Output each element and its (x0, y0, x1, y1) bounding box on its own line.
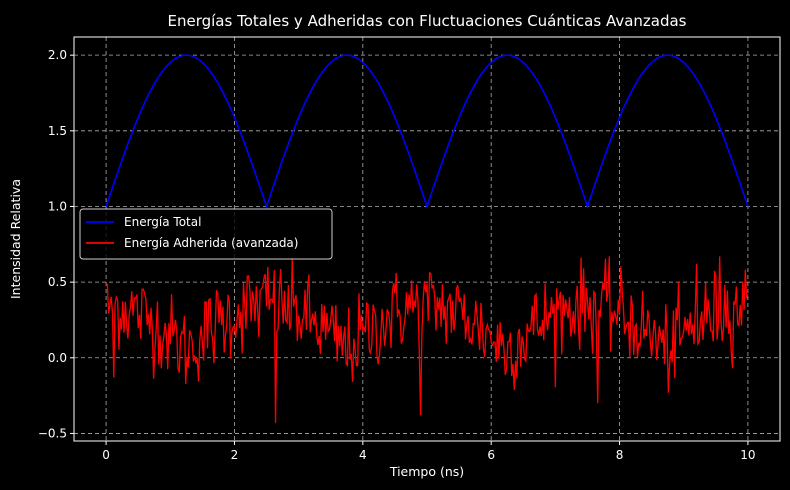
x-tick-label: 4 (359, 448, 367, 462)
legend: Energía Total Energía Adherida (avanzada… (79, 208, 333, 260)
chart-title: Energías Totales y Adheridas con Fluctua… (168, 12, 687, 30)
legend-label-total: Energía Total (124, 215, 201, 229)
y-tick-label: −0.5 (38, 426, 67, 440)
legend-label-adherida: Energía Adherida (avanzada) (124, 236, 298, 250)
x-axis-label: Tiempo (ns) (389, 464, 464, 479)
y-tick-label: 1.0 (48, 199, 67, 213)
x-tick-label: 0 (102, 448, 110, 462)
y-tick-label: 2.0 (48, 48, 67, 62)
x-tick-label: 6 (487, 448, 495, 462)
series-layer (105, 54, 749, 423)
legend-box (79, 208, 333, 260)
y-tick-label: 0.5 (48, 275, 67, 289)
plot-frame (73, 36, 781, 442)
series-energia-total (105, 54, 749, 209)
x-tick-label: 8 (616, 448, 624, 462)
grid (74, 37, 780, 441)
y-tick-label: 1.5 (48, 124, 67, 138)
x-tick-label: 2 (231, 448, 239, 462)
x-tick-label: 10 (740, 448, 755, 462)
ticks: 0 2 4 6 8 10 −0.5 0.0 0.5 1.0 1.5 2.0 (38, 48, 756, 462)
y-axis-label: Intensidad Relativa (8, 179, 23, 299)
y-tick-label: 0.0 (48, 351, 67, 365)
series-energia-adherida (105, 256, 749, 423)
